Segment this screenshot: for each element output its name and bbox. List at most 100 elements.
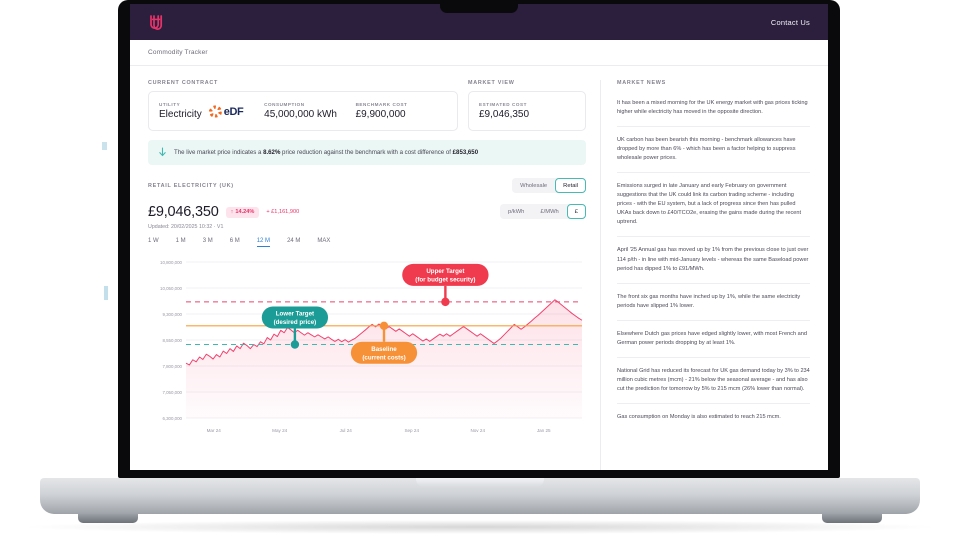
market-news-column: MARKET NEWS It has been a mixed morning … [600,80,810,470]
benchmark-cost-cell: BENCHMARK COST £9,900,000 [356,102,447,120]
y-axis-tick-label: 9,300,000 [162,312,182,317]
y-axis-tick-label: 10,050,000 [160,286,183,291]
laptop-foot-right [822,514,882,523]
chart-svg[interactable]: 10,800,000 10,050,000 9,300,000 8,550,000 7,… [148,256,586,438]
estimated-cost-value: £9,046,350 [479,109,530,120]
range-1w[interactable]: 1 W [148,238,159,244]
annotation-baseline[interactable]: Baseline(current costs) [350,321,418,364]
x-axis-tick-label: Jul 24 [340,428,353,433]
tab-retail[interactable]: Retail [555,178,586,193]
news-item: Gas consumption on Monday is also estima… [617,413,781,420]
news-item: It has been a mixed morning for the UK e… [617,91,810,128]
edf-starburst-icon [208,105,222,118]
main-column: CURRENT CONTRACT UTILITY Electricity [148,80,600,470]
y-axis-tick-label: 10,800,000 [160,260,183,265]
market-view-card: ESTIMATED COST £9,046,350 [468,91,586,131]
laptop-base [40,478,920,514]
current-contract-card: UTILITY Electricity [148,91,458,131]
chart-header-row: RETAIL ELECTRICITY (UK) Wholesale Retail [148,178,586,193]
y-axis-tick-label: 7,800,000 [162,364,182,369]
chart-title: RETAIL ELECTRICITY (UK) [148,182,234,189]
decorative-mark-left [102,142,107,150]
annotation-lower-target[interactable]: Lower Target(desired price) [261,306,329,349]
edf-logo: eDF [208,104,244,119]
range-1m[interactable]: 1 M [175,238,186,244]
svg-text:Baseline: Baseline [371,346,397,353]
price-block: £9,046,350 ↑ 14.24% + £1,161,900 Updated… [148,204,299,230]
market-view-section: MARKET VIEW ESTIMATED COST £9,046,350 [468,80,586,131]
market-type-toggle: Wholesale Retail [512,178,586,193]
y-axis-tick-label: 6,300,000 [162,416,182,421]
news-item: UK carbon has been bearish this morning … [617,127,810,174]
x-axis-tick-label: Mar 24 [207,428,222,433]
price-value: £9,046,350 [148,204,219,220]
range-3m[interactable]: 3 M [202,238,213,244]
news-item: April '25 Annual gas has moved up by 1% … [617,237,810,284]
news-item: Emissions surged in late January and ear… [617,173,810,238]
utility-value: Electricity [159,109,202,120]
brand-logo-icon[interactable] [148,14,164,31]
time-range-selector: 1 W 1 M 3 M 6 M 12 M 24 M MAX [148,238,586,247]
unit-pound[interactable]: £ [566,204,586,219]
svg-text:(for budget security): (for budget security) [415,276,475,283]
market-price-banner: The live market price indicates a 8.62% … [148,140,586,165]
price-change-badge: ↑ 14.24% [225,206,260,218]
range-6m[interactable]: 6 M [229,238,240,244]
y-axis-tick-label: 7,050,000 [162,390,182,395]
x-axis-tick-label: Nov 24 [470,428,485,433]
breadcrumb: Commodity Tracker [148,49,208,56]
arrow-down-icon [159,147,166,157]
news-item: Elsewhere Dutch gas prices have edged sl… [617,321,810,358]
current-contract-label: CURRENT CONTRACT [148,80,219,86]
banner-text-before: The live market price indicates a [174,148,264,156]
x-axis-tick-label: May 24 [272,428,288,433]
x-axis-tick-label: Jan 25 [537,428,551,433]
consumption-cell: CONSUMPTION 45,000,000 kWh [264,102,355,120]
price-change-absolute: + £1,161,900 [266,209,300,215]
desk-shadow [30,520,930,534]
laptop-screen-bezel: Contact Us Commodity Tracker CURRENT CON… [118,0,840,478]
tab-wholesale[interactable]: Wholesale [512,178,556,193]
estimated-cost-label: ESTIMATED COST [479,102,527,107]
x-axis-tick-label: Sep 24 [404,428,419,433]
banner-amount: £853,650 [452,148,479,156]
edf-wordmark: eDF [223,105,244,118]
price-chart[interactable]: 10,800,000 10,050,000 9,300,000 8,550,000 7,… [148,256,586,438]
unit-p-per-kwh[interactable]: p/kWh [499,204,533,219]
current-contract-section: CURRENT CONTRACT UTILITY Electricity [148,80,458,131]
svg-text:(desired price): (desired price) [274,319,317,326]
svg-text:Upper Target: Upper Target [426,268,464,275]
banner-text-mid: price reduction against the benchmark wi… [280,148,453,156]
market-news-label: MARKET NEWS [617,80,666,86]
range-max[interactable]: MAX [317,238,331,244]
utility-cell: UTILITY Electricity [159,102,264,120]
y-axis-tick-label: 8,550,000 [162,338,182,343]
estimated-cost-cell: ESTIMATED COST £9,046,350 [479,102,575,120]
unit-pound-per-mwh[interactable]: £/MWh [532,204,567,219]
benchmark-cost-value: £9,900,000 [355,109,406,120]
annotation-upper-target[interactable]: Upper Target(for budget security) [402,263,489,307]
price-row: £9,046,350 ↑ 14.24% + £1,161,900 Updated… [148,204,586,230]
news-item: The front six gas months have inched up … [617,284,810,321]
consumption-label: CONSUMPTION [264,102,305,107]
svg-text:Lower Target: Lower Target [276,311,314,318]
laptop-foot-left [78,514,138,523]
unit-toggle: p/kWh £/MWh £ [499,204,586,219]
screen-viewport: Contact Us Commodity Tracker CURRENT CON… [130,4,828,470]
change-percent: 14.24% [235,209,255,215]
range-24m[interactable]: 24 M [287,238,301,244]
laptop-camera-notch [440,0,518,13]
range-12m[interactable]: 12 M [256,238,271,247]
page-body: CURRENT CONTRACT UTILITY Electricity [130,66,828,470]
price-main: £9,046,350 ↑ 14.24% + £1,161,900 [148,204,299,220]
news-item: National Grid has reduced its forecast f… [617,358,810,404]
contact-us-link[interactable]: Contact Us [770,17,810,27]
contract-row: CURRENT CONTRACT UTILITY Electricity [148,80,586,131]
last-updated-text: Updated: 20/02/2025 10:32 · V1 [148,224,224,230]
decorative-mark-left-2 [104,286,108,300]
svg-text:(current costs): (current costs) [362,354,405,361]
utility-label: UTILITY [159,102,181,107]
app-subheader: Commodity Tracker [130,40,828,66]
benchmark-cost-label: BENCHMARK COST [355,102,408,107]
